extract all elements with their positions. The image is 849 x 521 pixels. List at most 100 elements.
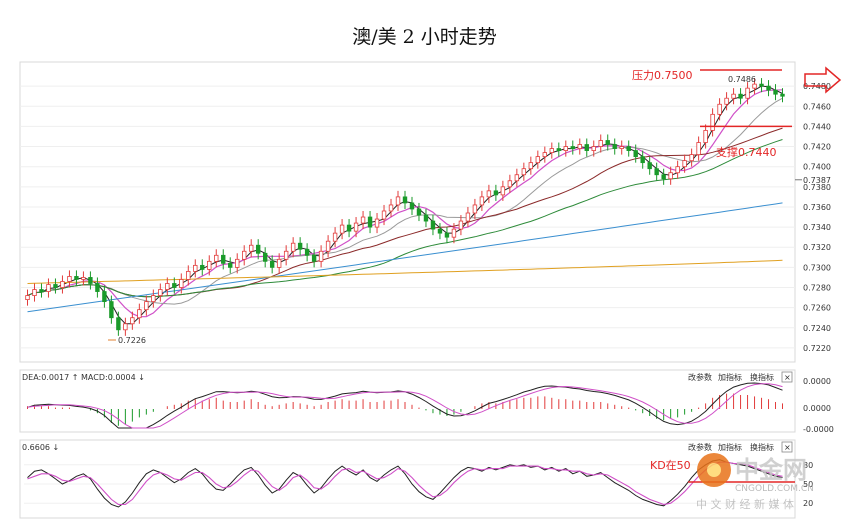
current-price-tick: 0.7387 <box>803 176 831 185</box>
candle-body <box>675 166 680 174</box>
kd-lines <box>24 459 786 508</box>
kd-close-icon: × <box>784 443 791 452</box>
candle-body <box>542 152 548 158</box>
macd-change-params-button[interactable]: 改参数 <box>688 372 712 382</box>
candle-body <box>577 144 582 149</box>
candle-body <box>640 156 645 164</box>
candle-body <box>116 317 121 331</box>
candle-body <box>214 254 219 262</box>
candle-body <box>598 140 603 147</box>
candle-body <box>493 190 499 196</box>
kd-add-indicator-button[interactable]: 加指标 <box>718 442 742 452</box>
candle-body <box>521 168 527 176</box>
candle-body <box>430 220 436 230</box>
candle-body <box>67 276 72 282</box>
candle-body <box>186 271 191 280</box>
price-panel-frame <box>19 61 796 363</box>
candle-body <box>689 154 694 162</box>
candle-body <box>738 93 743 99</box>
candle-body <box>200 264 205 270</box>
candle-body <box>696 142 701 156</box>
low-price-label: 0.7226 <box>118 336 146 345</box>
candle-body <box>276 258 282 268</box>
candle-body <box>724 97 729 105</box>
candle-body <box>703 130 708 143</box>
candle-body <box>388 204 394 212</box>
price-tick-label: 0.7380 <box>803 183 831 192</box>
candle-body <box>731 93 736 99</box>
candle-body <box>367 216 373 228</box>
candle-body <box>255 244 261 254</box>
macd-close-button[interactable] <box>781 371 793 383</box>
arrow-right-icon <box>804 66 842 94</box>
watermark-url: CNGOLD.COM.CN <box>735 484 814 494</box>
candle-body <box>745 87 750 99</box>
candle-body <box>339 224 345 234</box>
kd-annotation: KD在50 <box>650 459 691 472</box>
macd-histogram <box>26 393 784 426</box>
high-price-label: 0.7486 <box>728 75 756 84</box>
candle-body <box>304 248 310 256</box>
candle-body <box>451 228 457 238</box>
candle-body <box>773 89 778 95</box>
support-label: 支撑0.7440 <box>716 145 777 159</box>
price-tick-label: 0.7460 <box>803 102 831 111</box>
candle-body <box>39 289 44 292</box>
resistance-label: 压力0.7500 <box>632 69 693 82</box>
kd-switch-indicator-button[interactable]: 换指标 <box>750 442 774 452</box>
kd-close-button[interactable] <box>781 441 793 453</box>
candle-body <box>780 93 785 97</box>
candle-body <box>395 196 401 206</box>
candle-body <box>46 284 51 292</box>
price-tick-label: 0.7240 <box>803 324 831 333</box>
resistance-annotation: 压力0.7500 <box>632 69 782 82</box>
candle-body <box>584 144 589 151</box>
ma-line-gold <box>27 259 783 284</box>
kd-change-params-button[interactable]: 改参数 <box>688 442 712 452</box>
candle-body <box>535 156 541 164</box>
candle-body <box>465 212 471 222</box>
macd-dea-line <box>27 383 783 429</box>
macd-tick-label: 0.0000 <box>803 404 831 413</box>
candle-body <box>172 283 177 288</box>
price-tick-label: 0.7260 <box>803 304 831 313</box>
candle-body <box>409 202 415 210</box>
macd-switch-indicator-button[interactable]: 换指标 <box>750 372 774 382</box>
candle-body <box>158 289 163 296</box>
ma-line-pink <box>27 89 783 318</box>
candle-body <box>249 244 254 252</box>
candle-body <box>528 162 534 170</box>
price-tick-label: 0.7440 <box>803 122 831 131</box>
candle-body <box>290 242 296 252</box>
candle-body <box>444 232 450 238</box>
candle-body <box>374 218 380 228</box>
kd-tick-label: 20 <box>803 499 813 508</box>
candle-body <box>353 222 359 232</box>
macd-tick-label: -0.0000 <box>803 425 834 434</box>
price-tick-label: 0.7400 <box>803 163 831 172</box>
candle-body <box>563 146 568 151</box>
candle-body <box>102 291 107 303</box>
macd-close-icon: × <box>784 373 791 382</box>
page-title: 澳/美 2 小时走势 <box>352 26 497 48</box>
price-tick-label: 0.7420 <box>803 143 831 152</box>
candle-body <box>654 168 659 176</box>
candle-body <box>179 279 184 288</box>
candle-body <box>626 146 631 151</box>
kd-y-axis: 80 50 20 <box>803 461 813 508</box>
candle-body <box>549 148 555 153</box>
price-tick-label: 0.7280 <box>803 284 831 293</box>
candle-body <box>507 180 513 188</box>
candle-body <box>311 254 317 262</box>
candle-body <box>165 283 170 290</box>
candle-body <box>207 260 212 270</box>
candle-body <box>486 190 492 198</box>
candlesticks <box>25 78 785 336</box>
macd-add-indicator-button[interactable]: 加指标 <box>718 372 742 382</box>
candle-body <box>381 210 387 220</box>
price-tick-label: 0.7300 <box>803 263 831 272</box>
candle-body <box>612 144 617 149</box>
candle-body <box>221 254 226 264</box>
price-tick-label: 0.7320 <box>803 243 831 252</box>
